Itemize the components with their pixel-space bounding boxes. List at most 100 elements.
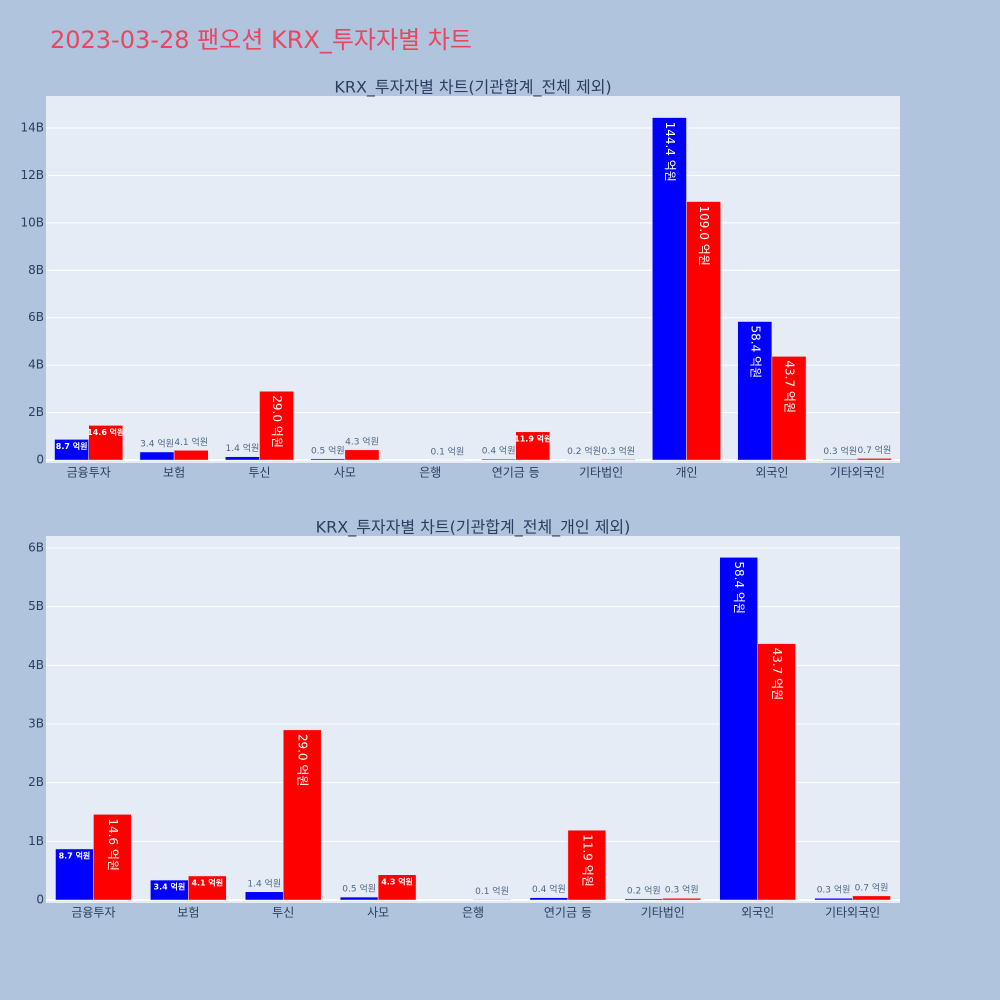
x-tick-label: 사모 xyxy=(367,906,389,920)
x-tick-label: 외국인 xyxy=(741,906,774,920)
value-label: 0.7 억원 xyxy=(855,881,889,893)
bar xyxy=(737,321,773,461)
x-tick-label: 기타외국인 xyxy=(830,466,885,480)
x-tick-label: 연기금 등 xyxy=(492,466,540,480)
x-tick-label: 기타법인 xyxy=(579,466,623,480)
x-tick-label: 투신 xyxy=(248,466,270,480)
bar xyxy=(88,425,124,461)
x-tick-label: 기타법인 xyxy=(641,906,685,920)
bar xyxy=(529,897,569,901)
page-title: 2023-03-28 팬오션 KRX_투자자별 차트 xyxy=(50,26,472,54)
value-label: 29.0 억원 xyxy=(270,395,284,448)
y-tick-label: 10B xyxy=(20,215,44,229)
bar xyxy=(173,450,209,461)
x-tick-label: 개인 xyxy=(675,466,697,480)
value-label: 1.4 억원 xyxy=(247,877,281,889)
x-tick-label: 금융투자 xyxy=(71,906,115,920)
value-label: 58.4 억원 xyxy=(748,326,762,379)
bar xyxy=(600,459,636,461)
value-label: 109.0 억원 xyxy=(697,206,711,266)
bar xyxy=(282,729,322,901)
y-tick-label: 14B xyxy=(20,121,44,135)
x-tick-label: 은행 xyxy=(462,905,484,920)
x-tick-label: 보험 xyxy=(163,466,185,480)
value-label: 0.4 억원 xyxy=(482,445,516,457)
y-tick-label: 1B xyxy=(28,834,44,848)
y-tick-label: 12B xyxy=(20,168,44,182)
x-tick-label: 보험 xyxy=(177,906,199,920)
bar xyxy=(481,458,516,461)
value-label: 0.2 억원 xyxy=(567,445,601,457)
x-tick-label: 투신 xyxy=(272,906,294,920)
y-tick-label: 0 xyxy=(36,893,44,907)
bar xyxy=(225,456,260,461)
value-label: 14.6 억원 xyxy=(106,818,120,871)
value-label: 14.6 억원 xyxy=(87,427,124,437)
value-label: 0.3 억원 xyxy=(817,884,851,896)
bar xyxy=(719,557,758,901)
bar xyxy=(852,895,891,901)
bar xyxy=(771,356,807,461)
x-tick-label: 연기금 등 xyxy=(544,906,592,920)
value-label: 1.4 억원 xyxy=(226,442,260,454)
bar xyxy=(515,431,551,461)
bar xyxy=(822,459,858,461)
x-tick-label: 기타외국인 xyxy=(825,906,880,920)
bar xyxy=(310,458,346,461)
value-label: 58.4 억원 xyxy=(732,561,746,614)
bar xyxy=(139,451,175,461)
value-label: 0.7 억원 xyxy=(858,444,892,456)
y-tick-label: 6B xyxy=(28,540,44,554)
value-label: 29.0 억원 xyxy=(296,734,310,787)
value-label: 144.4 억원 xyxy=(663,122,677,182)
y-tick-label: 4B xyxy=(28,658,44,672)
value-label: 0.3 억원 xyxy=(823,445,857,457)
y-tick-label: 3B xyxy=(28,716,44,730)
y-tick-label: 8B xyxy=(28,263,44,277)
value-label: 3.4 억원 xyxy=(140,437,174,449)
x-tick-label: 금융투자 xyxy=(67,466,111,480)
x-tick-label: 은행 xyxy=(419,465,441,480)
bar xyxy=(814,897,853,901)
bar xyxy=(55,848,94,901)
value-label: 8.7 억원 xyxy=(56,441,88,451)
chart-title: KRX_투자자별 차트(기관합계_전체 제외) xyxy=(334,78,611,98)
bar xyxy=(686,201,721,461)
bar xyxy=(662,897,701,901)
y-tick-label: 4B xyxy=(28,358,44,372)
bar xyxy=(757,643,796,901)
bar xyxy=(472,899,512,901)
value-label: 0.5 억원 xyxy=(311,444,345,456)
value-label: 43.7 억원 xyxy=(782,360,796,413)
bar xyxy=(624,898,664,901)
value-label: 4.3 억원 xyxy=(381,876,413,886)
bar xyxy=(259,391,294,461)
value-label: 43.7 억원 xyxy=(770,648,784,701)
value-label: 0.3 억원 xyxy=(665,884,699,896)
bar xyxy=(245,891,284,901)
value-label: 3.4 억원 xyxy=(154,882,186,892)
y-tick-label: 5B xyxy=(28,599,44,613)
value-label: 11.9 억원 xyxy=(514,433,551,443)
value-label: 0.4 억원 xyxy=(532,883,566,895)
value-label: 0.1 억원 xyxy=(475,885,509,897)
bar xyxy=(339,896,379,901)
bar xyxy=(567,829,607,901)
bar xyxy=(652,117,687,461)
bar xyxy=(93,814,132,901)
value-label: 0.3 억원 xyxy=(601,445,635,457)
y-tick-label: 0 xyxy=(36,453,44,467)
x-tick-label: 외국인 xyxy=(755,466,788,480)
value-label: 4.1 억원 xyxy=(174,436,208,448)
value-label: 8.7 억원 xyxy=(59,850,91,860)
value-label: 0.2 억원 xyxy=(627,884,661,896)
bar xyxy=(377,874,417,901)
bar xyxy=(188,875,227,901)
bar xyxy=(344,449,380,461)
x-tick-label: 사모 xyxy=(334,466,356,480)
value-label: 11.9 억원 xyxy=(580,834,594,887)
value-label: 0.5 억원 xyxy=(342,883,376,895)
y-tick-label: 2B xyxy=(28,775,44,789)
value-label: 4.3 억원 xyxy=(345,435,379,447)
